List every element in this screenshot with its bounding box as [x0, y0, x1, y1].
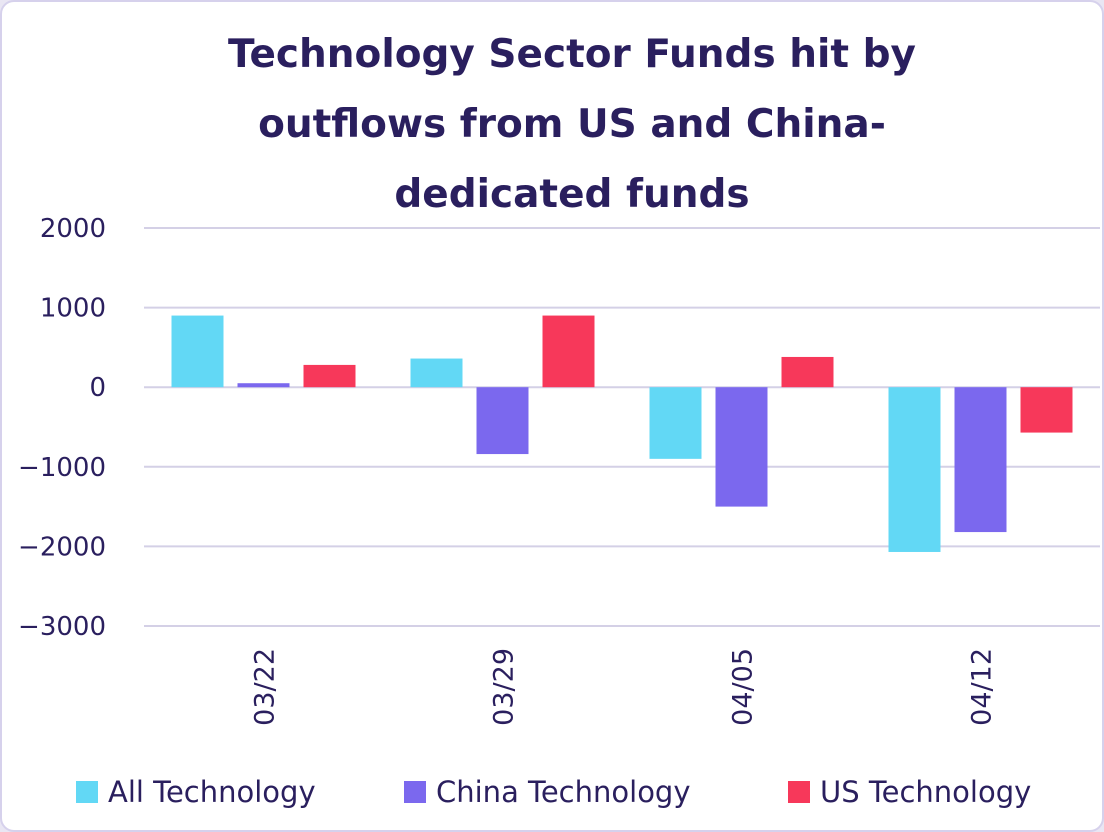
- bar: [715, 387, 768, 507]
- y-axis-ticks: 2000 1000 0 −1000 −2000 −3000: [18, 214, 106, 642]
- bar: [476, 387, 529, 455]
- y-tick-label: 0: [89, 373, 106, 403]
- x-axis-categories: 03/22 03/29 04/05 04/12: [250, 648, 998, 726]
- legend-label: US Technology: [820, 775, 1032, 809]
- y-tick-label: −1000: [18, 453, 106, 483]
- bar: [1020, 387, 1073, 433]
- legend-swatch: [76, 781, 98, 803]
- bar: [649, 387, 702, 459]
- chart-title: Technology Sector Funds hit by outflows …: [228, 32, 916, 217]
- legend-item: China Technology: [404, 770, 691, 814]
- legend-label: China Technology: [436, 775, 691, 809]
- bar: [781, 356, 834, 388]
- legend-item: US Technology: [788, 770, 1031, 814]
- bar: [171, 315, 224, 388]
- x-category-label: 03/22: [250, 648, 281, 726]
- y-tick-label: 1000: [40, 294, 106, 324]
- bar-chart: 2000 1000 0 −1000 −2000 −3000 03/22 03/29 04/05…: [18, 214, 1100, 726]
- bars: [171, 315, 1073, 552]
- x-category-label: 03/29: [489, 648, 520, 726]
- legend-swatch: [404, 781, 426, 803]
- gridlines: [144, 227, 1100, 627]
- legend-label: All Technology: [108, 775, 316, 809]
- x-category-label: 04/12: [967, 648, 998, 726]
- bar: [237, 383, 290, 388]
- x-category-label: 04/05: [728, 648, 759, 726]
- bar: [954, 387, 1007, 533]
- legend-item: All Technology: [76, 770, 316, 814]
- legend-swatch: [788, 781, 810, 803]
- y-tick-label: −2000: [18, 532, 106, 562]
- y-tick-label: 2000: [40, 214, 106, 244]
- bar: [542, 315, 595, 388]
- y-tick-label: −3000: [18, 612, 106, 642]
- bar: [888, 387, 941, 552]
- bar: [410, 358, 463, 388]
- bar: [303, 364, 356, 388]
- legend: All Technology China Technology US Technol…: [2, 770, 1102, 814]
